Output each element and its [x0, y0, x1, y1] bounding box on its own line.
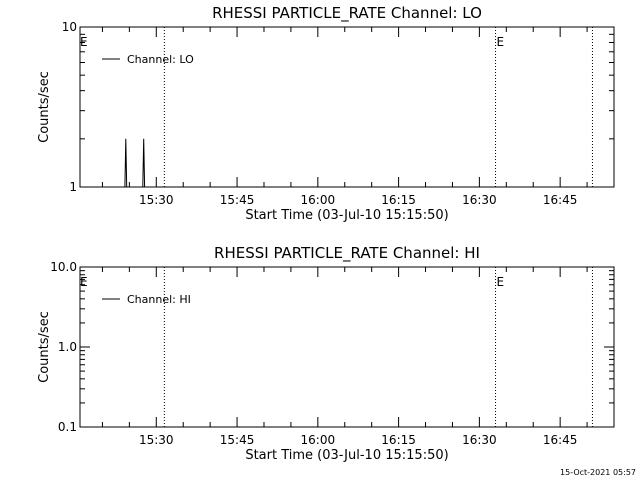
y-tick-label: 10.0 [50, 260, 77, 274]
legend-entry: Channel: HI [127, 293, 191, 306]
footer-timestamp: 15-Oct-2021 05:57 [560, 468, 636, 477]
chart-title: RHESSI PARTICLE_RATE Channel: HI [214, 244, 480, 263]
y-axis-label: Counts/sec [37, 311, 52, 383]
edge-marker: E [80, 275, 88, 289]
y-tick-label: 1.0 [58, 340, 77, 354]
x-tick-label: 15:45 [220, 193, 255, 207]
x-tick-label: 16:30 [462, 433, 497, 447]
x-tick-label: 16:00 [301, 193, 336, 207]
plot-frame [79, 266, 615, 428]
y-tick-label: 10 [62, 20, 77, 34]
chart-title: RHESSI PARTICLE_RATE Channel: LO [212, 4, 482, 23]
y-axis-label: Counts/sec [37, 71, 52, 143]
series-line-0 [124, 138, 146, 188]
edge-marker: E [80, 35, 88, 49]
chart-panel-1: RHESSI PARTICLE_RATE Channel: HI 0.1 1.0 10… [37, 244, 615, 463]
x-tick-label: 15:45 [220, 433, 255, 447]
x-tick-label: 16:45 [543, 193, 578, 207]
y-tick-label: 1 [69, 180, 77, 194]
y-tick-label: 0.1 [58, 420, 77, 434]
chart-panel-0: RHESSI PARTICLE_RATE Channel: LO 1 10 15:30… [37, 4, 615, 223]
x-tick-label: 16:30 [462, 193, 497, 207]
x-tick-label: 16:15 [381, 193, 416, 207]
x-tick-label: 15:30 [139, 433, 174, 447]
x-tick-label: 16:00 [301, 433, 336, 447]
x-axis-label: Start Time (03-Jul-10 15:15:50) [245, 448, 448, 463]
legend-entry: Channel: LO [127, 53, 194, 66]
x-tick-label: 15:30 [139, 193, 174, 207]
event-marker: E [497, 275, 505, 289]
x-tick-label: 16:15 [381, 433, 416, 447]
x-axis-label: Start Time (03-Jul-10 15:15:50) [245, 208, 448, 223]
plot-frame [79, 26, 615, 188]
event-marker: E [497, 35, 505, 49]
x-tick-label: 16:45 [543, 433, 578, 447]
